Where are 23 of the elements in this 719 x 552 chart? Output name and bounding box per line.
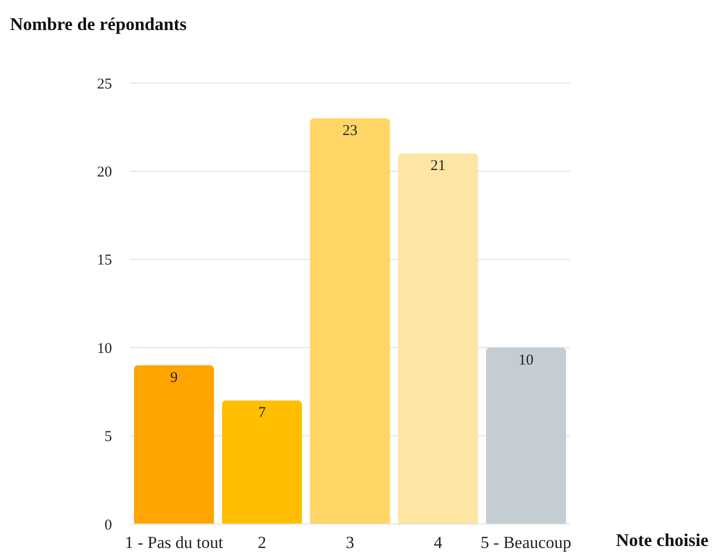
y-tick-label: 20	[97, 164, 112, 181]
bar	[222, 400, 302, 524]
y-axis-title: Nombre de répondants	[10, 14, 187, 35]
x-tick-label: 2	[258, 533, 266, 552]
data-label: 21	[430, 158, 446, 174]
x-tick-label: 5 - Beaucoup	[480, 533, 572, 552]
bar	[398, 154, 478, 524]
data-label: 7	[258, 405, 266, 422]
y-tick-label: 5	[104, 429, 112, 446]
x-tick-label: 4	[434, 533, 443, 552]
y-tick-label: 10	[97, 340, 112, 357]
x-axis-title: Note choisie	[616, 530, 708, 551]
y-tick-label: 15	[97, 252, 112, 269]
bar	[310, 118, 390, 524]
y-tick-label: 25	[97, 76, 112, 92]
data-label: 23	[342, 122, 358, 139]
bar	[486, 348, 566, 524]
y-tick-label: 0	[104, 517, 112, 534]
data-label: 9	[170, 370, 178, 386]
x-tick-label: 3	[346, 533, 354, 552]
data-label: 10	[518, 352, 534, 368]
bar	[134, 365, 214, 524]
x-tick-label: 1 - Pas du tout	[124, 533, 224, 552]
